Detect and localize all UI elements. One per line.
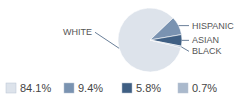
leader-line	[182, 40, 189, 41]
legend: 84.1% 9.4% 5.8% 0.7%	[6, 82, 217, 94]
legend-label: 5.8%	[136, 82, 161, 94]
category-label: HISPANIC	[192, 21, 234, 31]
leader-line	[179, 25, 189, 26]
slice	[150, 35, 182, 47]
legend-swatch	[122, 83, 132, 93]
legend-label: 84.1%	[20, 82, 51, 94]
legend-label: 9.4%	[78, 82, 103, 94]
chart: HISPANIC ASIANBLACK WHITE 84.1% 9.4% 5.8% 0.7%	[0, 0, 240, 100]
leader-line	[95, 32, 119, 48]
legend-swatch	[178, 83, 188, 93]
category-label: ASIAN	[192, 35, 219, 45]
pie	[118, 8, 182, 72]
slice	[118, 8, 181, 72]
legend-label: 0.7%	[192, 82, 217, 94]
category-label: WHITE	[63, 27, 92, 37]
category-label: BLACK	[192, 46, 222, 56]
legend-swatch	[64, 83, 74, 93]
leader-line	[181, 47, 189, 52]
slice	[150, 40, 181, 48]
legend-swatch	[6, 83, 16, 93]
